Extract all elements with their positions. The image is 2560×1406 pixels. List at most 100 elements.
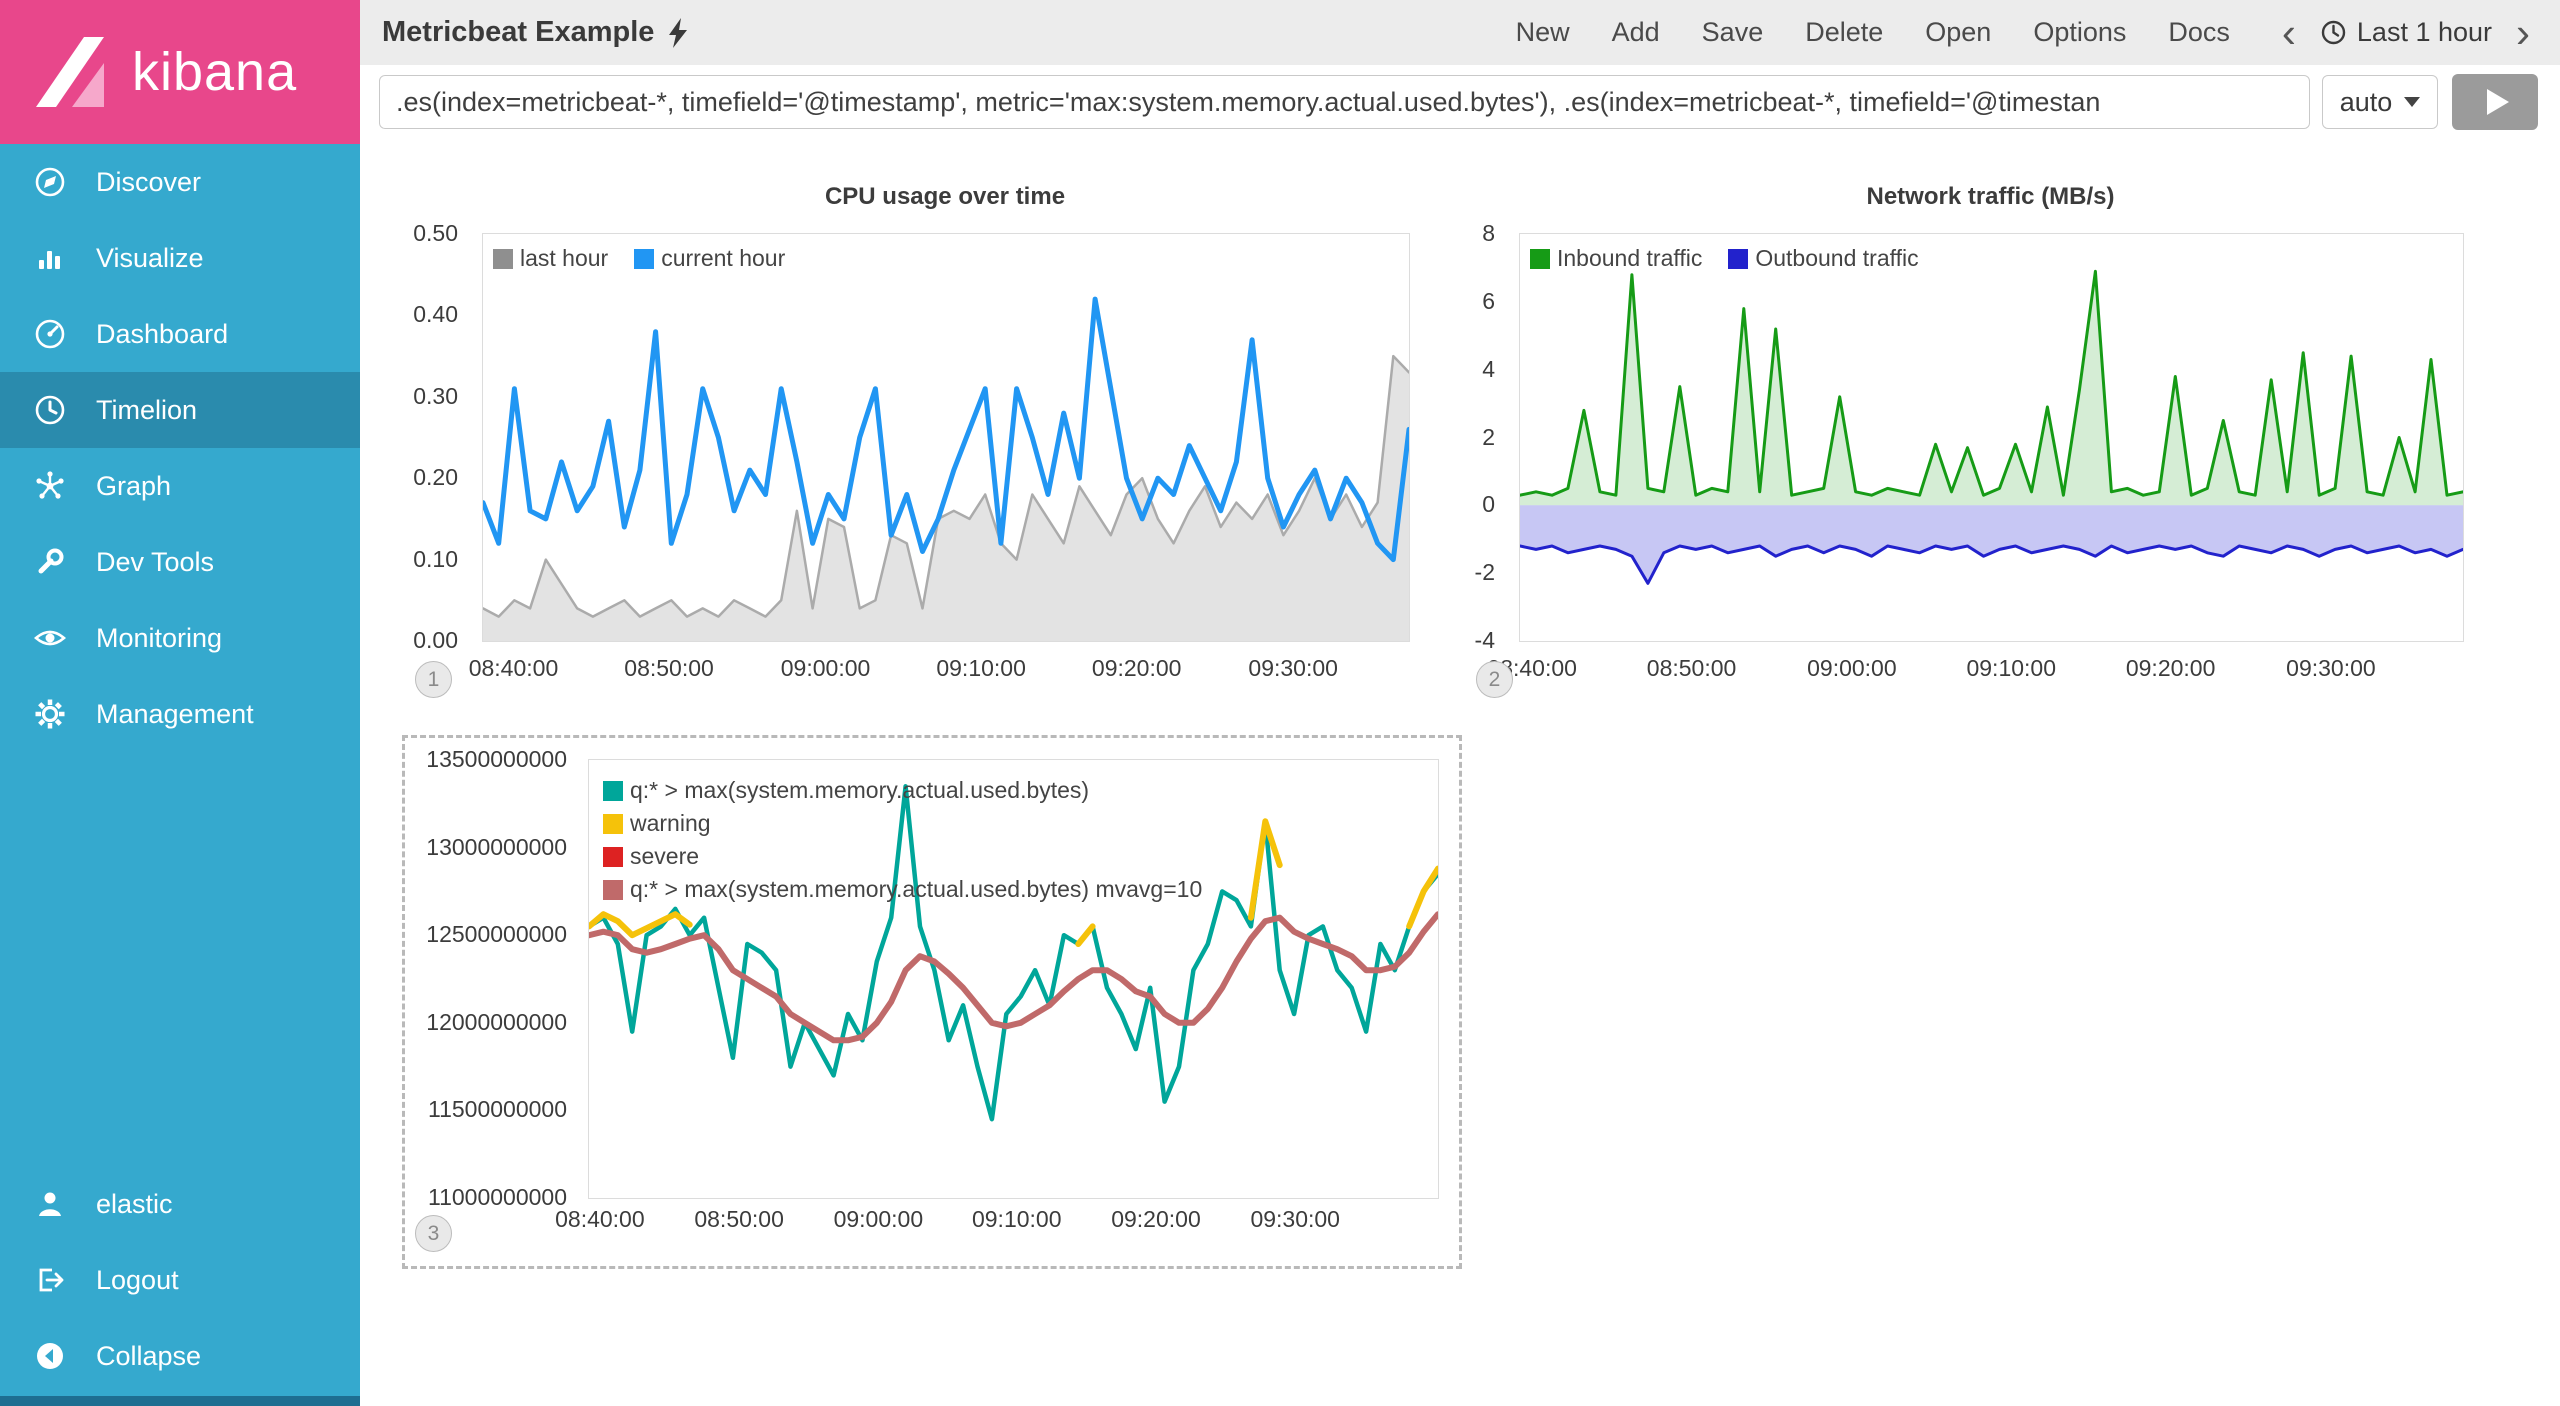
x-tick-label: 09:20:00	[2125, 655, 2216, 681]
sidebar-item-logout[interactable]: Logout	[0, 1242, 360, 1318]
chart-canvas	[1520, 269, 2463, 585]
sidebar-item-graph[interactable]: Graph	[0, 448, 360, 524]
menu-item-open[interactable]: Open	[1925, 17, 1992, 47]
plot-area[interactable]: q:* > max(system.memory.actual.used.byte…	[588, 759, 1439, 1199]
plot-area[interactable]: last hour current hour	[482, 233, 1410, 642]
y-tick-label: -4	[1474, 627, 1495, 653]
y-axis: 13500000000 13000000000 12500000000 1200000…	[405, 746, 575, 1210]
y-tick-label: 0.40	[413, 301, 458, 328]
sheet-title-text: Metricbeat Example	[382, 16, 655, 48]
chart-number-badge: 3	[415, 1215, 452, 1252]
legend-item: severe	[603, 840, 1202, 873]
time-back-chevron[interactable]: ‹	[2281, 8, 2296, 56]
chart-number-badge: 2	[1476, 661, 1513, 698]
x-axis: 08:40:00 08:50:00 09:00:00 09:10:00 09:20:00…	[469, 651, 1408, 685]
network-traffic-chart[interactable]: Network traffic (MB/s) 8 6 4 2 0 -2 -4 Inbound…	[1430, 183, 2475, 743]
legend-swatch	[493, 248, 513, 269]
y-tick-label: 0.10	[413, 545, 458, 572]
legend-item: last hour	[493, 242, 608, 275]
time-range-label: Last 1 hour	[2356, 17, 2492, 47]
x-tick-label: 09:10:00	[971, 1206, 1062, 1232]
menu-item-save[interactable]: Save	[1701, 17, 1764, 47]
menu-item-add[interactable]: Add	[1611, 17, 1660, 47]
y-tick-label: 13500000000	[426, 746, 567, 772]
legend-item: q:* > max(system.memory.actual.used.byte…	[603, 873, 1202, 906]
play-icon	[2486, 89, 2509, 115]
timelion-query-bar: auto	[360, 65, 2560, 139]
sidebar-item-label: Dev Tools	[96, 546, 215, 577]
interval-select[interactable]: auto	[2322, 75, 2438, 129]
x-tick-label: 08:50:00	[624, 655, 714, 681]
wrench-icon	[30, 542, 70, 582]
sheet-title: Metricbeat Example	[382, 16, 688, 49]
x-tick-label: 09:00:00	[833, 1206, 924, 1232]
eye-icon	[30, 618, 70, 658]
gear-icon	[30, 694, 70, 734]
legend-label: current hour	[661, 245, 786, 271]
sidebar-footer: elastic Logout Collapse	[0, 1166, 360, 1394]
chart-title: CPU usage over time	[824, 183, 1066, 210]
legend-label: severe	[630, 843, 700, 869]
clock-icon	[2321, 20, 2346, 45]
sidebar: kibana Discover Visualize Dashboard Time…	[0, 0, 360, 1406]
legend-item: q:* > max(system.memory.actual.used.byte…	[603, 774, 1202, 807]
legend-swatch	[634, 248, 655, 269]
y-tick-label: 0.30	[413, 382, 458, 409]
top-menu: New Add Save Delete Open Options Docs	[1516, 17, 2230, 48]
y-tick-label: 11000000000	[428, 1184, 567, 1210]
menu-item-delete[interactable]: Delete	[1805, 17, 1884, 47]
chart-legend: q:* > max(system.memory.actual.used.byte…	[603, 774, 1202, 906]
sidebar-item-label: Discover	[96, 166, 202, 197]
x-tick-label: 09:30:00	[1250, 1206, 1340, 1232]
top-bar: Metricbeat Example New Add Save Delete O…	[360, 0, 2560, 65]
timelion-query-input[interactable]	[379, 75, 2310, 129]
time-picker[interactable]: Last 1 hour	[2320, 17, 2492, 48]
y-tick-label: -2	[1474, 559, 1495, 586]
cpu-usage-chart[interactable]: CPU usage over time 0.50 0.40 0.30 0.20 0.10…	[402, 183, 1472, 743]
x-axis: 08:40:00 08:50:00 09:00:00 09:10:00 09:20:00…	[555, 1202, 1437, 1236]
x-axis: 08:40:00 08:50:00 09:00:00 09:10:00 09:20:00…	[1487, 651, 2462, 685]
menu-item-options[interactable]: Options	[2033, 17, 2127, 47]
menu-item-new[interactable]: New	[1515, 17, 1570, 47]
menu-item-docs[interactable]: Docs	[2168, 17, 2230, 47]
logout-icon	[30, 1260, 70, 1300]
sidebar-item-management[interactable]: Management	[0, 676, 360, 752]
compass-icon	[30, 162, 70, 202]
chart-number-badge: 1	[415, 661, 452, 698]
chart-legend: Inbound traffic Outbound traffic	[1530, 242, 1919, 275]
sidebar-item-monitoring[interactable]: Monitoring	[0, 600, 360, 676]
x-tick-label: 09:30:00	[1248, 655, 1338, 681]
kibana-logo[interactable]: kibana	[0, 0, 360, 144]
sidebar-item-label: Management	[96, 698, 254, 729]
legend-item: Outbound traffic	[1728, 242, 1919, 275]
x-tick-label: 09:00:00	[780, 655, 871, 681]
y-tick-label: 0.20	[413, 464, 458, 491]
y-tick-label: 8	[1482, 220, 1495, 246]
sidebar-item-collapse[interactable]: Collapse	[0, 1318, 360, 1394]
y-tick-label: 4	[1482, 355, 1495, 382]
x-tick-label: 08:40:00	[555, 1206, 645, 1232]
x-tick-label: 09:20:00	[1111, 1206, 1201, 1232]
sidebar-item-timelion[interactable]: Timelion	[0, 372, 360, 448]
time-forward-chevron[interactable]: ›	[2516, 8, 2530, 56]
user-icon	[30, 1184, 70, 1224]
sidebar-item-elastic-user[interactable]: elastic	[0, 1166, 360, 1242]
legend-swatch	[603, 846, 623, 867]
sidebar-item-label: Logout	[96, 1264, 179, 1295]
memory-usage-chart[interactable]: 13500000000 13000000000 12500000000 1200000…	[402, 735, 1462, 1269]
x-tick-label: 09:20:00	[1091, 655, 1182, 681]
plot-area[interactable]: Inbound traffic Outbound traffic	[1519, 233, 2464, 642]
sidebar-item-dev-tools[interactable]: Dev Tools	[0, 524, 360, 600]
x-tick-label: 09:10:00	[1966, 655, 2056, 681]
sidebar-item-visualize[interactable]: Visualize	[0, 220, 360, 296]
y-tick-label: 0	[1482, 491, 1495, 518]
sidebar-item-discover[interactable]: Discover	[0, 144, 360, 220]
sidebar-item-dashboard[interactable]: Dashboard	[0, 296, 360, 372]
sidebar-item-label: Dashboard	[96, 318, 229, 349]
sidebar-item-label: Visualize	[96, 242, 204, 273]
legend-label: q:* > max(system.memory.actual.used.byte…	[630, 876, 1203, 902]
chevron-down-icon	[2404, 97, 2421, 107]
run-query-button[interactable]	[2452, 74, 2538, 130]
interval-value: auto	[2339, 86, 2393, 117]
